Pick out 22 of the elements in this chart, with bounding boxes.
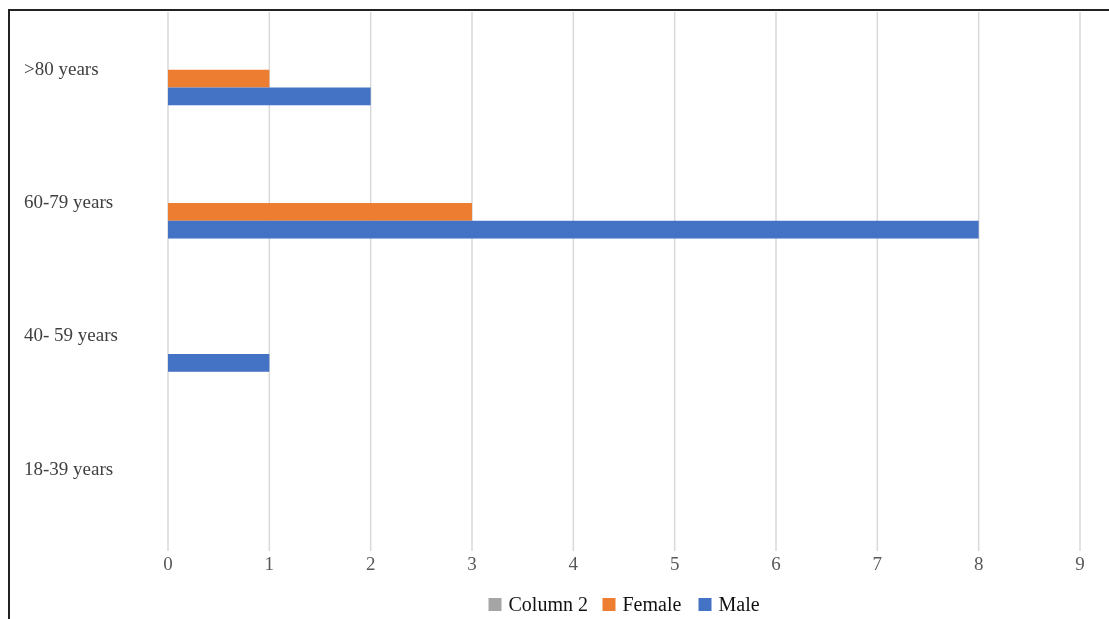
y-tick-label: 60-79 years: [24, 191, 114, 213]
bar: [168, 220, 979, 239]
bar: [168, 354, 270, 372]
bar: [168, 69, 270, 88]
legend-label: Male: [718, 593, 760, 615]
x-tick-label: 3: [467, 553, 477, 574]
x-tick-label: 8: [973, 553, 984, 574]
x-tick-label: 0: [163, 553, 173, 574]
bar: [168, 202, 472, 221]
legend-label: Column 2: [508, 593, 588, 615]
x-tick-label: 2: [365, 553, 376, 574]
y-tick-label: 40- 59 years: [24, 324, 118, 346]
x-tick-label: 7: [872, 553, 883, 574]
y-tick-label: 18-39 years: [24, 457, 114, 479]
legend-label: Female: [622, 593, 682, 615]
bar: [168, 87, 371, 106]
y-tick-label: >80 years: [24, 57, 99, 79]
x-tick-label: 1: [264, 553, 275, 574]
x-tick-label: 9: [1075, 553, 1085, 574]
x-tick-label: 5: [669, 553, 680, 574]
x-tick-label: 4: [568, 553, 579, 574]
x-tick-label: 6: [771, 553, 781, 574]
